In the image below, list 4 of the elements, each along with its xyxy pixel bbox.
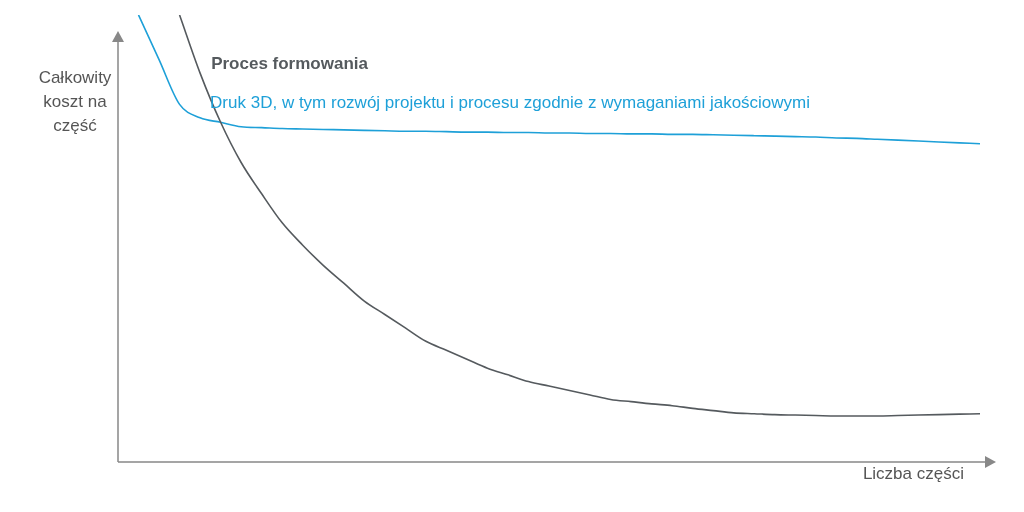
x-axis-title: Liczba części (862, 464, 964, 484)
series-label: Druk 3D, w tym rozwój projektu i procesu zgodnie z wymaganiami jakościowymi (210, 93, 811, 112)
y-axis-title: Całkowity koszt na część (37, 67, 113, 137)
series-label: Proces formowania (211, 54, 369, 74)
